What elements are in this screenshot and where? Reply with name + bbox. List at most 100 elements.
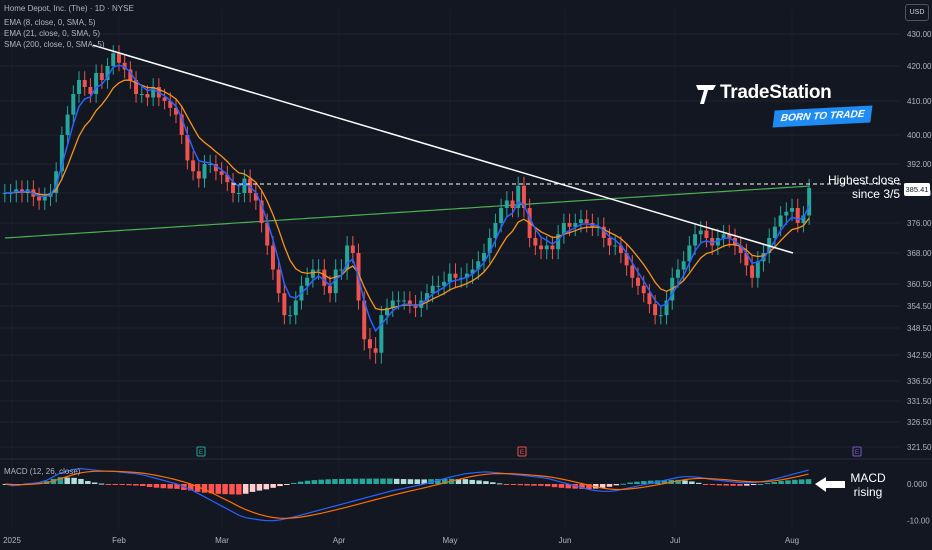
candle-body <box>624 253 629 266</box>
candle-body <box>42 196 47 201</box>
macd-histogram-bar <box>393 478 400 484</box>
candle-body <box>105 66 110 80</box>
candle-body <box>459 277 464 279</box>
candle-body <box>693 234 698 246</box>
candle-body <box>470 269 475 274</box>
macd-histogram-bar <box>339 478 345 484</box>
candle-body <box>487 238 492 253</box>
candle-body <box>293 300 298 316</box>
macd-histogram-bar <box>387 478 393 484</box>
candle-body <box>641 285 646 294</box>
candle-body <box>248 178 253 193</box>
x-tick-label: Feb <box>112 536 126 545</box>
macd-histogram-bar <box>229 484 235 495</box>
currency-badge[interactable]: USD <box>905 4 929 21</box>
candle-body <box>721 234 726 238</box>
last-price-label: 385.41 <box>904 183 930 196</box>
macd-histogram-bar <box>586 484 592 490</box>
candle-body <box>179 114 184 135</box>
macd-histogram-bar <box>647 480 654 484</box>
candle-body <box>618 245 623 253</box>
macd-histogram-bar <box>764 483 771 485</box>
candle-body <box>259 200 264 223</box>
macd-histogram-bar <box>400 479 407 484</box>
earnings-marker <box>852 446 862 457</box>
macd-legend[interactable]: MACD (12, 26, close) <box>4 467 81 476</box>
earnings-marker <box>196 446 206 457</box>
y-tick-label: 326.50 <box>907 418 932 427</box>
candle-body <box>350 245 355 253</box>
earnings-marker-label: E <box>199 449 204 456</box>
candle-body <box>2 193 7 194</box>
macd-histogram-bar <box>57 477 64 484</box>
candle-body <box>407 300 412 305</box>
y-tick-label: 368.00 <box>907 249 932 258</box>
candle-body <box>784 211 789 216</box>
x-tick-label: Jun <box>559 536 572 545</box>
candle-body <box>681 261 686 270</box>
macd-histogram-bar <box>682 480 688 484</box>
candle-body <box>19 189 24 193</box>
macd-histogram-bar <box>167 484 173 489</box>
macd-histogram-bar <box>64 477 70 484</box>
macd-histogram-bar <box>792 479 798 484</box>
sma200-legend[interactable]: SMA (200, close, 0, SMA, 5) <box>4 40 105 49</box>
candle-body <box>88 87 93 94</box>
macd-histogram-bar <box>627 482 633 484</box>
macd-histogram-bar <box>702 484 709 485</box>
macd-histogram-bar <box>798 479 805 484</box>
macd-histogram-bar <box>366 478 372 484</box>
candle-body <box>288 315 293 317</box>
brand-tagline: BORN TO TRADE <box>772 105 873 128</box>
macd-histogram-bar <box>675 479 681 484</box>
candle-body <box>145 94 150 98</box>
candle-body <box>253 193 258 201</box>
candle-body <box>607 238 612 246</box>
candle-body <box>59 135 64 172</box>
candle-body <box>202 164 207 179</box>
candle-body <box>362 300 367 340</box>
macd-histogram-bar <box>160 484 167 489</box>
macd-histogram-bar <box>249 484 256 492</box>
y-tick-label: 400.00 <box>907 131 932 140</box>
macd-histogram-bar <box>778 481 784 484</box>
candle-body <box>482 253 487 262</box>
macd-histogram-bar <box>318 479 324 484</box>
macd-histogram-bar <box>469 479 475 484</box>
macd-histogram-bar <box>483 481 489 484</box>
macd-line <box>5 467 809 522</box>
macd-histogram-bar <box>311 480 318 484</box>
macd-histogram-bar <box>510 484 517 485</box>
macd-histogram-bar <box>455 478 462 484</box>
macd-histogram-bar <box>462 479 469 484</box>
candle-body <box>282 293 287 316</box>
macd-histogram-bar <box>551 484 558 488</box>
candle-body <box>755 261 760 278</box>
candle-body <box>65 114 70 135</box>
candle-body <box>231 182 236 193</box>
candle-body <box>208 164 213 165</box>
candle-body <box>385 307 390 316</box>
candle-body <box>795 208 800 223</box>
ema21-legend[interactable]: EMA (21, close, 0, SMA, 5) <box>4 29 101 38</box>
candle-body <box>54 171 59 193</box>
candle-body <box>316 269 321 271</box>
candle-body <box>242 178 247 193</box>
candle-body <box>710 238 715 246</box>
candle-body <box>636 277 641 286</box>
x-tick-label: Apr <box>333 536 346 545</box>
candle-body <box>99 73 104 80</box>
candle-body <box>442 281 447 286</box>
candle-body <box>601 226 606 238</box>
macd-histogram-bar <box>256 484 263 491</box>
y-tick-label: 392.00 <box>907 160 932 169</box>
chart-title: Home Depot, Inc. (The) · 1D · NYSE <box>4 4 134 13</box>
ema8-legend[interactable]: EMA (8, close, 0, SMA, 5) <box>4 18 96 27</box>
candle-body <box>516 185 521 208</box>
macd-histogram-bar <box>98 483 105 485</box>
candle-body <box>430 285 435 294</box>
candle-body <box>533 238 538 246</box>
macd-histogram-bar <box>524 484 530 486</box>
tradestation-logo: TradeStation BORN TO TRADE <box>695 80 873 135</box>
